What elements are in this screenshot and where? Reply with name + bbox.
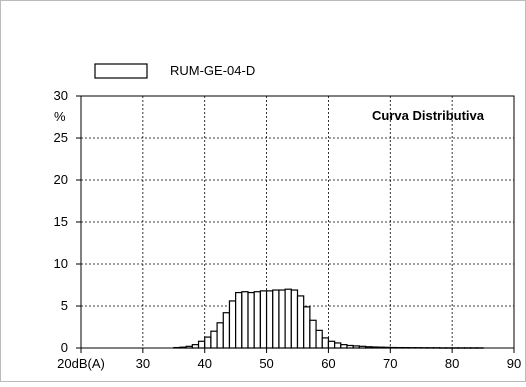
- y-axis-label: %: [54, 109, 66, 124]
- histogram-bar: [199, 341, 205, 348]
- histogram-bar: [236, 293, 242, 348]
- legend-label: RUM-GE-04-D: [170, 63, 255, 78]
- y-tick-label: 5: [61, 298, 68, 313]
- legend: RUM-GE-04-D: [95, 63, 255, 78]
- histogram-bar: [310, 320, 316, 348]
- y-tick-label: 10: [54, 256, 68, 271]
- x-tick-label: 90: [507, 356, 521, 371]
- y-tick-label: 30: [54, 88, 68, 103]
- histogram-bar: [328, 341, 334, 348]
- y-tick-label: 25: [54, 130, 68, 145]
- x-tick-label: 60: [321, 356, 335, 371]
- histogram-bar: [254, 292, 260, 348]
- histogram-bar: [229, 301, 235, 348]
- histogram-bar: [335, 343, 341, 348]
- x-tick-label: 40: [197, 356, 211, 371]
- histogram-bar: [291, 290, 297, 348]
- x-tick-label: 80: [445, 356, 459, 371]
- histogram-bar: [211, 331, 217, 348]
- histogram-bar: [267, 291, 273, 348]
- legend-swatch: [95, 64, 147, 78]
- histogram-bar: [260, 291, 266, 348]
- histogram-bar: [223, 313, 229, 348]
- histogram-bar: [285, 289, 291, 348]
- histogram-bar: [298, 296, 304, 348]
- histogram-bar: [304, 307, 310, 348]
- x-tick-label: 20dB(A): [57, 356, 105, 371]
- histogram-bar: [341, 345, 347, 348]
- x-tick-label: 50: [259, 356, 273, 371]
- histogram-bar: [192, 345, 198, 348]
- histogram-bar: [322, 338, 328, 348]
- y-tick-label: 20: [54, 172, 68, 187]
- y-tick-label: 0: [61, 340, 68, 355]
- histogram-bar: [273, 290, 279, 348]
- x-tick-label: 70: [383, 356, 397, 371]
- histogram-bar: [205, 337, 211, 348]
- histogram-bar: [316, 330, 322, 348]
- histogram-bar: [217, 323, 223, 348]
- histogram-bar: [242, 292, 248, 348]
- histogram-bar: [279, 290, 285, 348]
- chart-title: Curva Distributiva: [372, 108, 485, 123]
- y-tick-label: 15: [54, 214, 68, 229]
- x-tick-label: 30: [136, 356, 150, 371]
- histogram-bar: [248, 293, 254, 348]
